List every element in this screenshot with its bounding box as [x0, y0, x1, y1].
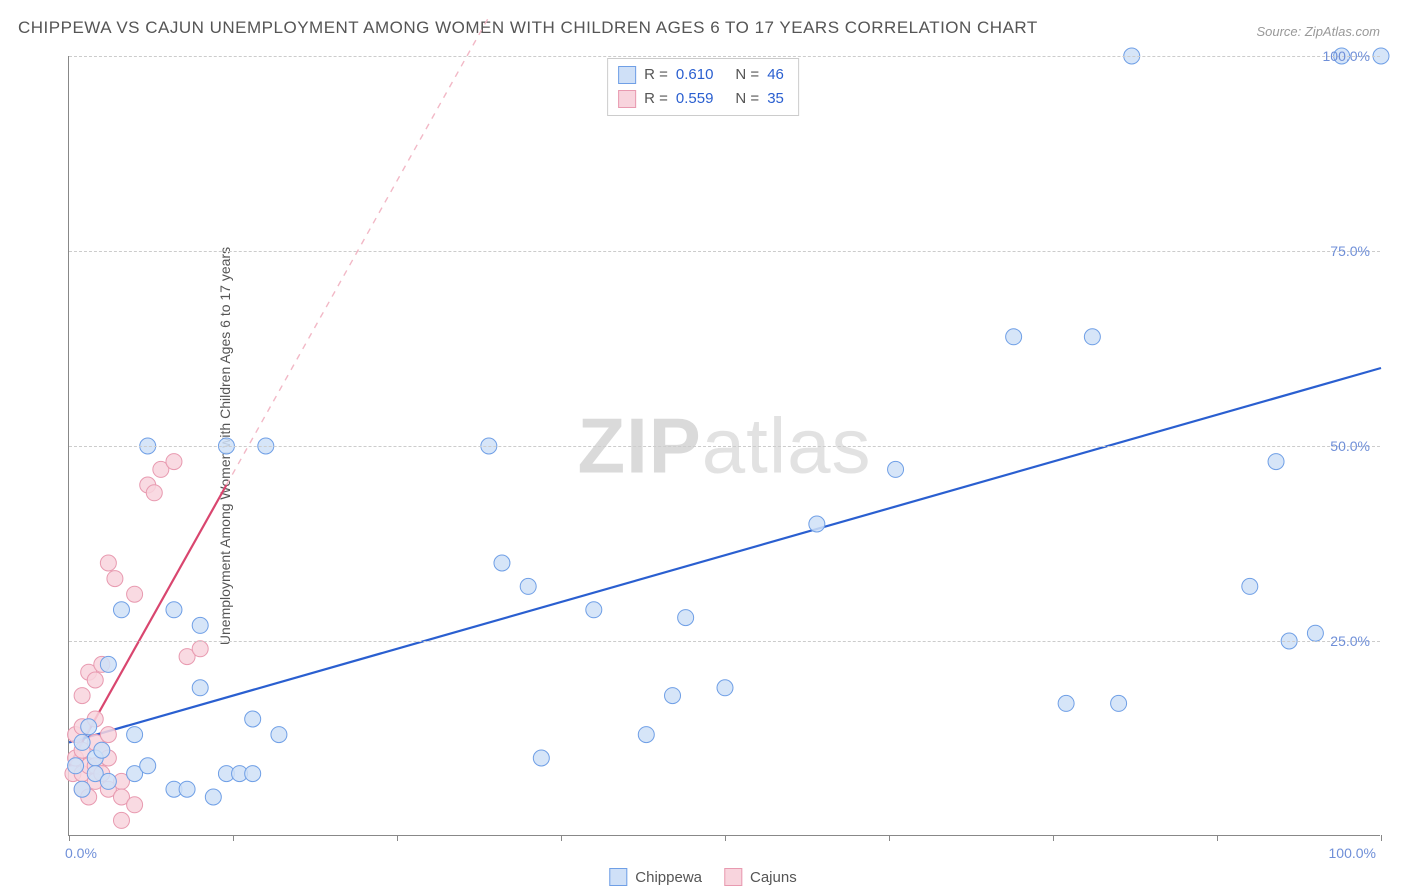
y-tick-label: 75.0%	[1330, 243, 1370, 259]
data-point	[100, 656, 116, 672]
correlation-legend-row: R = 0.559 N = 35	[618, 87, 784, 111]
legend-label: Cajuns	[750, 869, 797, 886]
series-legend: Chippewa Cajuns	[601, 866, 804, 888]
gridline	[69, 641, 1380, 642]
data-point	[245, 711, 261, 727]
x-tick	[233, 835, 234, 841]
data-point	[140, 758, 156, 774]
legend-label: Chippewa	[635, 869, 702, 886]
data-point	[1084, 329, 1100, 345]
x-tick	[397, 835, 398, 841]
data-point	[74, 688, 90, 704]
data-point	[638, 727, 654, 743]
x-tick-label: 0.0%	[65, 845, 97, 861]
gridline	[69, 251, 1380, 252]
gridline	[69, 446, 1380, 447]
data-point	[166, 454, 182, 470]
data-point	[586, 602, 602, 618]
r-label: R =	[644, 63, 668, 87]
x-tick	[1053, 835, 1054, 841]
x-tick	[1381, 835, 1382, 841]
r-label: R =	[644, 87, 668, 111]
data-point	[1242, 578, 1258, 594]
n-label: N =	[735, 87, 759, 111]
legend-item: Chippewa	[609, 868, 702, 886]
x-tick	[69, 835, 70, 841]
data-point	[192, 641, 208, 657]
x-tick	[725, 835, 726, 841]
data-point	[100, 773, 116, 789]
data-point	[1111, 695, 1127, 711]
data-point	[205, 789, 221, 805]
correlation-legend-row: R = 0.610 N = 46	[618, 63, 784, 87]
data-point	[179, 781, 195, 797]
legend-item: Cajuns	[724, 868, 797, 886]
y-tick-label: 100.0%	[1323, 48, 1370, 64]
data-point	[100, 555, 116, 571]
data-point	[678, 610, 694, 626]
data-point	[127, 586, 143, 602]
data-point	[533, 750, 549, 766]
data-point	[1307, 625, 1323, 641]
correlation-legend: R = 0.610 N = 46 R = 0.559 N = 35	[607, 58, 799, 116]
chart-title: CHIPPEWA VS CAJUN UNEMPLOYMENT AMONG WOM…	[18, 18, 1038, 38]
data-point	[113, 602, 129, 618]
data-point	[127, 797, 143, 813]
data-point	[87, 672, 103, 688]
data-point	[74, 781, 90, 797]
n-value: 46	[767, 63, 784, 87]
data-point	[520, 578, 536, 594]
x-tick-label: 100.0%	[1329, 845, 1376, 861]
data-point	[717, 680, 733, 696]
legend-swatch	[724, 868, 742, 886]
x-tick	[561, 835, 562, 841]
data-point	[1058, 695, 1074, 711]
data-point	[113, 812, 129, 828]
x-tick	[1217, 835, 1218, 841]
data-point	[68, 758, 84, 774]
data-point	[888, 461, 904, 477]
data-point	[100, 727, 116, 743]
r-value: 0.610	[676, 63, 714, 87]
data-point	[1268, 454, 1284, 470]
legend-swatch	[618, 66, 636, 84]
n-value: 35	[767, 87, 784, 111]
y-tick-label: 50.0%	[1330, 438, 1370, 454]
data-point	[74, 734, 90, 750]
data-point	[192, 680, 208, 696]
data-point	[107, 571, 123, 587]
legend-swatch	[618, 90, 636, 108]
data-point	[494, 555, 510, 571]
data-point	[146, 485, 162, 501]
data-point	[271, 727, 287, 743]
data-point	[127, 727, 143, 743]
data-point	[192, 617, 208, 633]
r-value: 0.559	[676, 87, 714, 111]
x-tick	[889, 835, 890, 841]
data-point	[665, 688, 681, 704]
legend-swatch	[609, 868, 627, 886]
gridline	[69, 56, 1380, 57]
plot-area: ZIPatlas 25.0%50.0%75.0%100.0%0.0%100.0%	[68, 56, 1380, 836]
data-point	[94, 742, 110, 758]
y-tick-label: 25.0%	[1330, 633, 1370, 649]
data-point	[809, 516, 825, 532]
source-label: Source: ZipAtlas.com	[1256, 24, 1380, 39]
n-label: N =	[735, 63, 759, 87]
data-point	[245, 766, 261, 782]
data-point	[166, 602, 182, 618]
data-point	[1006, 329, 1022, 345]
data-point	[81, 719, 97, 735]
